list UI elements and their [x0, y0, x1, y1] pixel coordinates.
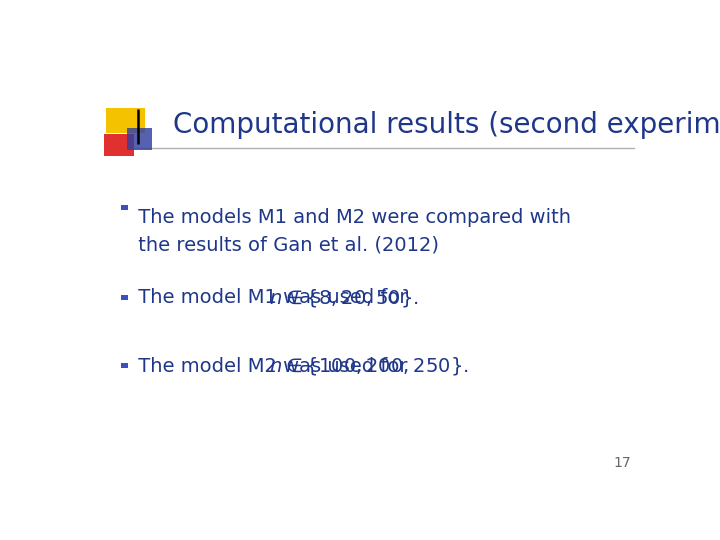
- Bar: [121, 295, 128, 300]
- Text: $n \in \{8,20,50\}.$: $n \in \{8,20,50\}.$: [269, 287, 419, 309]
- Bar: [121, 205, 128, 210]
- Bar: [104, 134, 134, 156]
- Text: The model M2 was used for: The model M2 was used for: [132, 357, 420, 376]
- Text: Computational results (second experiment): Computational results (second experiment…: [173, 111, 720, 139]
- Bar: [106, 109, 145, 133]
- Bar: [121, 363, 128, 368]
- Bar: [127, 127, 152, 150]
- Text: 17: 17: [613, 456, 631, 470]
- Text: $n \in \{100,200,250\}.$: $n \in \{100,200,250\}.$: [269, 355, 469, 377]
- Text: The model M1 was used for: The model M1 was used for: [132, 288, 420, 307]
- Text: The models M1 and M2 were compared with
 the results of Gan et al. (2012): The models M1 and M2 were compared with …: [132, 208, 571, 254]
